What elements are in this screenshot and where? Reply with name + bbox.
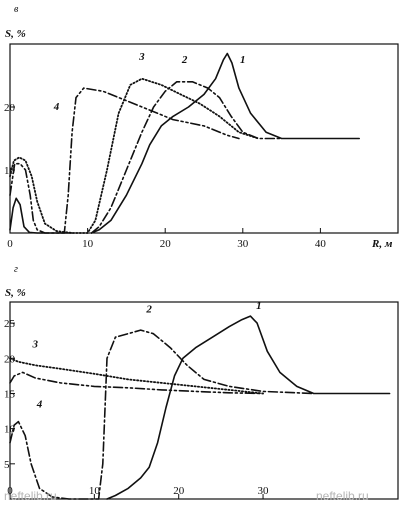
curve-label-2: 2 <box>181 54 188 66</box>
chart-panel-upper: в S, % R, м 0 10 20 30 40 10 20 1 2 3 4 <box>4 4 399 250</box>
series-line-2 <box>9 329 315 500</box>
panel-label: в <box>14 4 19 15</box>
curve-label-3: 3 <box>138 51 145 63</box>
curve-label-1: 1 <box>240 54 246 66</box>
series-line-4 <box>9 87 240 234</box>
x-tick-label: 20 <box>173 485 185 497</box>
y-axis-label: S, % <box>5 287 26 299</box>
plot-frame <box>9 43 399 234</box>
curve-label-2: 2 <box>145 304 152 316</box>
y-tick-label: 20 <box>4 353 16 365</box>
x-tick-label: 30 <box>258 485 270 497</box>
panel-label: г <box>14 264 18 275</box>
series-line-1 <box>106 315 391 500</box>
series-line-1 <box>90 52 361 234</box>
series-line-3 <box>9 357 264 395</box>
x-axis-label: R, м <box>371 238 393 250</box>
x-tick-label: 40 <box>315 238 327 250</box>
x-tick-label: 0 <box>7 238 13 250</box>
series-line-unlabeled <box>9 197 73 234</box>
curve-label-1: 1 <box>256 300 262 312</box>
curve-label-4: 4 <box>36 399 43 411</box>
y-tick-label: 15 <box>4 388 16 400</box>
series-line-2 <box>90 81 283 234</box>
chart-panel-lower: г S, % 0 10 20 30 5 10 15 20 25 1 2 3 4 <box>4 264 399 500</box>
x-tick-label: 30 <box>237 238 249 250</box>
plot-frame <box>9 301 399 500</box>
x-tick-label: 0 <box>7 485 13 497</box>
x-tick-label: 10 <box>82 238 94 250</box>
y-tick-label: 20 <box>4 102 16 114</box>
series-line-4 <box>9 371 264 395</box>
x-tick-label: 20 <box>160 238 172 250</box>
x-tick-label: 10 <box>89 485 101 497</box>
series-line-3 <box>9 77 260 234</box>
y-tick-label: 10 <box>4 165 16 177</box>
y-tick-label: 10 <box>4 424 16 436</box>
y-tick-label: 5 <box>4 459 10 471</box>
y-tick-label: 25 <box>4 318 16 330</box>
curve-label-4: 4 <box>53 101 60 113</box>
watermark-left: neftelib.ru <box>4 489 57 503</box>
curve-label-3: 3 <box>32 339 39 351</box>
watermark-right: neftelib.ru <box>316 489 369 503</box>
y-axis-label: S, % <box>5 28 26 40</box>
